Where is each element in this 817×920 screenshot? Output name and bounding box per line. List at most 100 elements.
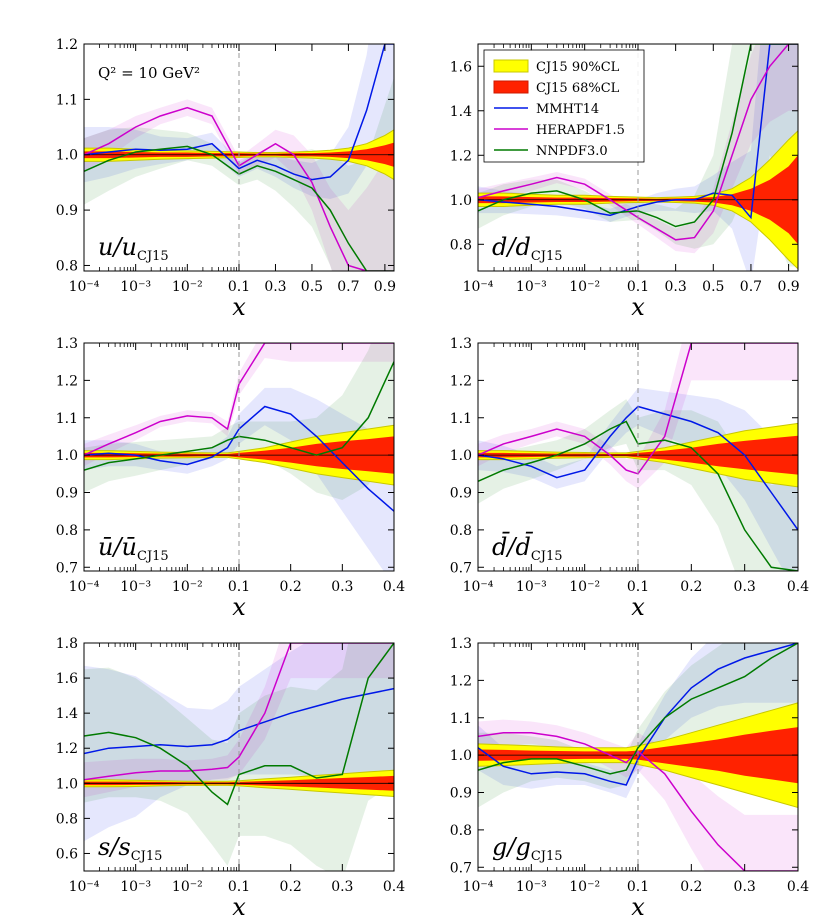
- x-tick-label: 0.2: [680, 579, 702, 595]
- x-tick-label: 10⁻³: [516, 879, 547, 895]
- panel-label: u/uCJ15: [98, 233, 169, 264]
- x-axis-label: x: [232, 593, 246, 621]
- y-tick-label: 0.7: [56, 560, 78, 576]
- x-tick-label: 0.1: [228, 579, 250, 595]
- panel-label: s/sCJ15: [98, 833, 162, 864]
- band-nnpdf30: [478, 44, 798, 267]
- line-nnpdf30: [84, 145, 394, 271]
- band-herapdf15: [478, 719, 798, 871]
- x-tick-label: 0.9: [777, 279, 799, 295]
- x-tick-label: 0.4: [787, 579, 809, 595]
- panel-ubar: 0.7 0.8 0.9 1.0 1.1 1.2 1.3 10⁻⁴ 10⁻³ 10⁻² 0.1 0.2 0…: [56, 336, 405, 621]
- y-tick-label: 1.0: [56, 776, 78, 792]
- x-tick-label: 10⁻²: [569, 579, 600, 595]
- x-tick-label: 0.3: [665, 279, 687, 295]
- legend-label: CJ15 68%CL: [536, 81, 620, 96]
- panel-s: 0.6 0.8 1.0 1.2 1.4 1.6 1.8 10⁻⁴ 10⁻³ 10⁻² 0.1 0.2 0…: [56, 636, 405, 920]
- legend-label: NNPDF3.0: [536, 144, 608, 159]
- x-tick-label: 10⁻⁴: [463, 879, 494, 895]
- x-tick-label: 0.4: [787, 879, 809, 895]
- panel-label-subscript: CJ15: [137, 549, 169, 564]
- y-tick-label: 1.6: [56, 671, 78, 687]
- x-axis-label: x: [631, 593, 645, 621]
- y-tick-label: 1.3: [450, 636, 472, 652]
- x-tick-label: 0.4: [383, 879, 405, 895]
- x-tick-label: 0.5: [301, 279, 323, 295]
- panel-d: 0.8 1.0 1.2 1.4 1.6 10⁻⁴ 10⁻³ 10⁻² 0.1 0.3 0.5 0.7 0…: [450, 43, 800, 321]
- panel-label-subscript: CJ15: [531, 849, 563, 864]
- x-tick-label: 0.2: [280, 579, 302, 595]
- legend-label: CJ15 90%CL: [536, 60, 620, 75]
- x-tick-label: 10⁻³: [516, 279, 547, 295]
- line-nnpdf30: [478, 44, 798, 228]
- line-mmht14: [478, 44, 798, 220]
- x-tick-label: 0.2: [680, 879, 702, 895]
- y-tick-label: 1.0: [450, 193, 472, 209]
- y-tick-label: 0.7: [450, 560, 472, 576]
- line-nnpdf30: [84, 361, 394, 471]
- band-nnpdf30: [478, 643, 798, 808]
- x-tick-label: 10⁻⁴: [69, 579, 100, 595]
- x-tick-label: 10⁻²: [172, 879, 203, 895]
- y-tick-label: 0.9: [56, 486, 78, 502]
- x-tick-label: 0.1: [627, 279, 649, 295]
- y-tick-label: 1.1: [450, 711, 472, 727]
- y-tick-label: 0.9: [450, 786, 472, 802]
- legend: CJ15 90%CL CJ15 68%CL MMHT14 HERAPDF1.5 NNPD…: [483, 49, 645, 163]
- y-tick-label: 1.1: [56, 92, 78, 108]
- y-tick-label: 1.0: [450, 448, 472, 464]
- x-tick-label: 0.1: [627, 579, 649, 595]
- line-nnpdf30: [478, 420, 798, 571]
- y-tick-label: 1.3: [56, 336, 78, 352]
- legend-swatch: [493, 59, 529, 73]
- y-tick-label: 0.8: [56, 258, 78, 274]
- y-tick-label: 1.1: [450, 411, 472, 427]
- y-tick-label: 0.8: [450, 237, 472, 253]
- x-tick-label: 10⁻³: [120, 279, 151, 295]
- panel-label: ū/ūCJ15: [98, 533, 169, 564]
- x-tick-label: 0.7: [337, 279, 359, 295]
- x-tick-label: 10⁻³: [120, 579, 151, 595]
- x-tick-label: 0.2: [280, 879, 302, 895]
- y-tick-label: 1.2: [56, 373, 78, 389]
- x-tick-label: 10⁻³: [516, 579, 547, 595]
- band-herapdf15: [478, 343, 798, 489]
- x-tick-label: 10⁻⁴: [463, 279, 494, 295]
- panel-label-subscript: CJ15: [137, 249, 169, 264]
- y-tick-label: 1.4: [56, 706, 78, 722]
- x-tick-label: 0.3: [734, 879, 756, 895]
- legend-swatch: [493, 80, 529, 94]
- y-tick-label: 1.8: [56, 636, 78, 652]
- y-tick-label: 1.2: [450, 373, 472, 389]
- x-tick-label: 0.3: [331, 579, 353, 595]
- y-tick-label: 1.0: [450, 748, 472, 764]
- x-tick-label: 10⁻²: [569, 879, 600, 895]
- x-axis-label: x: [631, 293, 645, 321]
- x-tick-label: 10⁻²: [569, 279, 600, 295]
- line-mmht14: [84, 687, 394, 755]
- x-tick-label: 10⁻²: [172, 579, 203, 595]
- band-mmht14: [84, 387, 394, 571]
- x-tick-label: 0.7: [740, 279, 762, 295]
- x-axis-label: x: [631, 893, 645, 920]
- y-tick-label: 1.2: [56, 741, 78, 757]
- x-tick-label: 10⁻⁴: [69, 279, 100, 295]
- y-tick-label: 1.2: [450, 148, 472, 164]
- y-tick-label: 0.8: [56, 811, 78, 827]
- y-tick-label: 1.4: [450, 104, 472, 120]
- x-tick-label: 0.9: [374, 279, 396, 295]
- panel-label: g/gCJ15: [492, 833, 563, 864]
- line-herapdf15: [478, 44, 798, 241]
- y-tick-label: 0.8: [56, 523, 78, 539]
- line-herapdf15: [478, 731, 798, 871]
- x-tick-label: 0.1: [228, 879, 250, 895]
- line-nnpdf30: [478, 643, 798, 775]
- line-mmht14: [478, 643, 798, 786]
- y-tick-label: 0.9: [450, 486, 472, 502]
- x-axis-label: x: [232, 893, 246, 920]
- y-tick-label: 1.2: [56, 37, 78, 53]
- panel-label: d̄/d̄CJ15: [492, 532, 563, 564]
- x-tick-label: 0.3: [264, 279, 286, 295]
- panel-label-subscript: CJ15: [531, 549, 563, 564]
